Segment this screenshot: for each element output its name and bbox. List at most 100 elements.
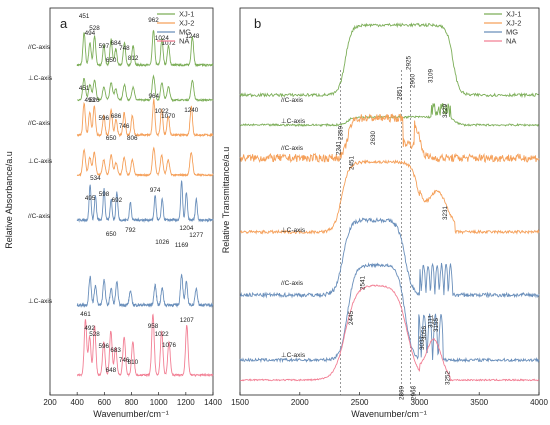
mg-peak-974: 974 bbox=[150, 187, 161, 194]
xj2-peak-1022: 1022 bbox=[155, 108, 170, 115]
panel-b-tick-label-4000: 4000 bbox=[530, 398, 548, 407]
xj1-peak-1072: 1072 bbox=[161, 40, 176, 47]
panel-b-tick-label-2500: 2500 bbox=[351, 398, 369, 407]
panel-a-ylabel: Relative Absorbance/a.u bbox=[4, 151, 14, 249]
panel-a-axis-annotation-0: //C-axis bbox=[28, 44, 51, 51]
panel-b-axis-annotation-0: //C-axis bbox=[281, 97, 304, 104]
mg-peak-650: 650 bbox=[106, 231, 117, 238]
xj1-peak-684: 684 bbox=[110, 40, 121, 47]
panel-a-tick-label-1400: 1400 bbox=[204, 398, 222, 407]
panel-a-axis-annotation-4: //C-axis bbox=[28, 213, 51, 220]
xj1-peak-494: 494 bbox=[85, 30, 96, 37]
panel-a-tick-label-1200: 1200 bbox=[177, 398, 195, 407]
panel-a-ticks: 200 400 600 800 1000 1200 1400 bbox=[43, 392, 222, 407]
xj2-peak-686: 686 bbox=[111, 113, 122, 120]
panel-a-legend-label-XJ-2: XJ-2 bbox=[179, 19, 194, 28]
mg-peak-1277: 1277 bbox=[189, 232, 204, 239]
na-peak-648: 648 bbox=[106, 367, 117, 374]
panel-b-tick-label-2000: 2000 bbox=[291, 398, 309, 407]
mg-peak-792: 792 bbox=[125, 227, 136, 234]
panel-a-tick-label-400: 400 bbox=[70, 398, 84, 407]
panel-b-peak-2541: 2541 bbox=[360, 275, 367, 290]
panel-b-xlabel: Wavenumber/cm⁻¹ bbox=[351, 409, 426, 419]
mg-peak-534: 534 bbox=[90, 175, 101, 182]
panel-b-axis-annotation-2: //C-axis bbox=[281, 145, 304, 152]
panel-a-traces bbox=[76, 29, 214, 378]
xj2-perpendicular-trace bbox=[76, 146, 214, 178]
xj2-peak-806: 806 bbox=[127, 135, 138, 142]
panel-a-tick-label-1000: 1000 bbox=[150, 398, 168, 407]
mg-peak-495: 495 bbox=[85, 195, 96, 202]
xj2-peak-746: 746 bbox=[119, 123, 130, 130]
panel-b-peak-3252: 3252 bbox=[445, 370, 452, 385]
panel-a-legend-label-NA: NA bbox=[179, 37, 189, 46]
panel-a-label: a bbox=[60, 16, 68, 31]
xj2-peak-1070: 1070 bbox=[161, 113, 176, 120]
panel-b-annotations: //C-axis ⊥C-axis //C-axis ⊥C-axis //C-axis ⊥C… bbox=[281, 97, 306, 359]
panel-b-legend-label-XJ-1: XJ-1 bbox=[506, 10, 521, 19]
mg-peak-1026: 1026 bbox=[155, 239, 170, 246]
panel-b-tick-label-3000: 3000 bbox=[411, 398, 429, 407]
xj2-peak-493: 493 bbox=[85, 97, 96, 104]
xj1-peak-962: 962 bbox=[148, 17, 159, 24]
na-peak-746: 746 bbox=[119, 357, 130, 364]
panel-a-axis-annotation-1: ⊥C-axis bbox=[28, 75, 53, 82]
panel-a-legend-label-MG: MG bbox=[179, 28, 191, 37]
panel-b-peak-3111: 3111 bbox=[428, 314, 435, 328]
panel-b-legend-label-XJ-2: XJ-2 bbox=[506, 19, 521, 28]
xj1-peak-528: 528 bbox=[89, 25, 100, 32]
na-peak-492: 492 bbox=[84, 325, 95, 332]
xj2-peak-596: 596 bbox=[99, 115, 110, 122]
xj1-peak-1248: 1248 bbox=[185, 33, 200, 40]
xj1-peak-748: 748 bbox=[119, 45, 130, 52]
na-trace bbox=[76, 313, 214, 378]
panel-a-tick-label-200: 200 bbox=[43, 398, 57, 407]
panel-b-peak-2630: 2630 bbox=[370, 130, 377, 145]
na-peak-1076: 1076 bbox=[162, 342, 177, 349]
mg-peak-598: 598 bbox=[99, 191, 110, 198]
xj1-peak-597: 597 bbox=[99, 43, 110, 50]
panel-a: a 200 400 600 800 1000 1200 1400 //C-axis ⊥C-ax… bbox=[4, 7, 222, 419]
mg-parallel-trace bbox=[76, 179, 214, 223]
xj1-peak-1024: 1024 bbox=[155, 35, 170, 42]
panel-b-axis-annotation-3: ⊥C-axis bbox=[281, 227, 306, 234]
mg-peak-692: 692 bbox=[112, 197, 123, 204]
mg-perpendicular-trace bbox=[76, 273, 214, 309]
panel-b-peak-2359: 2359 bbox=[338, 125, 345, 140]
panel-b-peak-2451: 2451 bbox=[349, 155, 356, 170]
panel-b-peak-2960: 2960 bbox=[410, 73, 417, 88]
panel-a-axis-annotation-3: ⊥C-axis bbox=[28, 158, 53, 165]
panel-b-peak-3155: 3155 bbox=[433, 317, 440, 332]
panel-a-annotations: //C-axis ⊥C-axis //C-axis ⊥C-axis //C-axis ⊥C… bbox=[28, 44, 53, 305]
na-peak-810: 810 bbox=[128, 359, 139, 366]
panel-a-legend-label-XJ-1: XJ-1 bbox=[179, 10, 194, 19]
panel-b-peak-2925: 2925 bbox=[405, 55, 412, 70]
mg-transmittance-top bbox=[239, 217, 540, 299]
panel-b-legend-label-MG: MG bbox=[506, 28, 518, 37]
xj2-transmittance-bottom bbox=[239, 158, 540, 235]
panel-b-peak-2869: 2869 bbox=[399, 385, 406, 400]
xj1-transmittance-bottom bbox=[239, 103, 539, 128]
na-peak-683: 683 bbox=[110, 347, 121, 354]
xj2-transmittance-top bbox=[239, 113, 540, 164]
panel-a-axis-annotation-5: ⊥C-axis bbox=[28, 298, 53, 305]
xj2-peak-451: 451 bbox=[79, 85, 90, 92]
na-peak-596: 596 bbox=[99, 343, 110, 350]
xj2-peak-964: 964 bbox=[149, 93, 160, 100]
panel-b-tick-label-1500: 1500 bbox=[231, 398, 249, 407]
na-peak-461: 461 bbox=[80, 311, 91, 318]
panel-b-peak-3109: 3109 bbox=[427, 68, 434, 83]
na-peak-1022: 1022 bbox=[155, 331, 170, 338]
panel-b: b 1500 2000 2500 3000 3500 4000 //C-axis ⊥C-ax… bbox=[221, 7, 548, 419]
panel-b-peak-3037: 3037 bbox=[419, 335, 426, 350]
panel-b-axis-annotation-1: ⊥C-axis bbox=[281, 118, 306, 125]
panel-b-traces bbox=[239, 22, 540, 382]
panel-a-axis-annotation-2: //C-axis bbox=[28, 120, 51, 127]
mg-peak-1169: 1169 bbox=[175, 242, 189, 249]
xj1-peak-812: 812 bbox=[128, 55, 139, 62]
xj1-perpendicular-trace bbox=[76, 74, 214, 103]
